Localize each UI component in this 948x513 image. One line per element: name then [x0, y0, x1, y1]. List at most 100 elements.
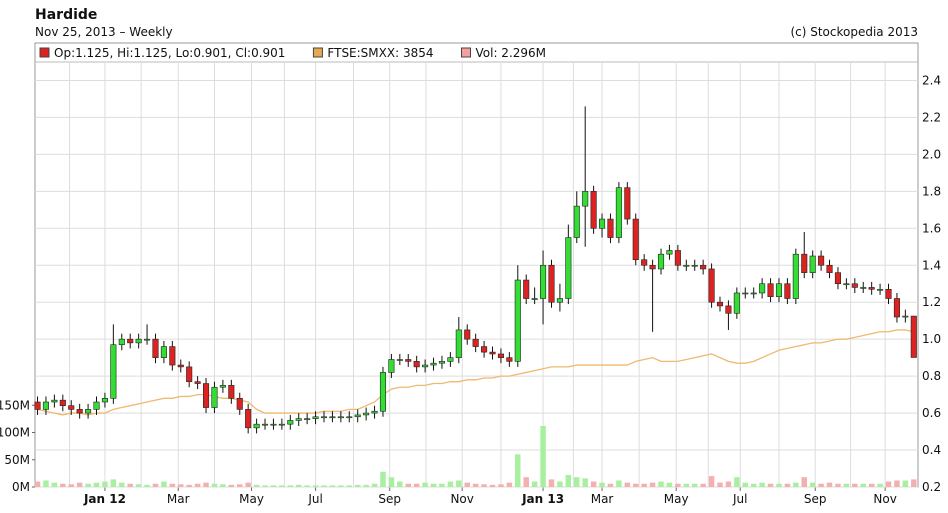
volume-bar: [371, 483, 378, 487]
candle-body: [742, 292, 749, 295]
volume-bar: [152, 483, 159, 487]
candle-body: [194, 381, 201, 384]
volume-tick-label: 100M: [0, 426, 30, 440]
candle-body: [573, 205, 580, 238]
candle-body: [177, 364, 184, 368]
legend-swatch: [461, 47, 471, 58]
candle-body: [422, 364, 429, 368]
volume-bar: [169, 483, 176, 487]
volume-bar: [354, 484, 361, 487]
volume-bar: [388, 477, 395, 487]
volume-bar: [776, 483, 782, 487]
candle-body: [885, 288, 892, 299]
volume-bar: [540, 425, 546, 487]
y-tick-label: 1.8: [922, 184, 941, 198]
x-tick-label: Nov: [873, 492, 896, 506]
volume-bar: [304, 485, 310, 487]
volume-bar: [363, 484, 369, 487]
volume-bar: [515, 454, 521, 487]
legend-label: Vol: 2.296M: [476, 46, 547, 60]
y-tick-label: 1.4: [922, 258, 941, 272]
volume-bar: [119, 482, 125, 487]
candle-body: [278, 423, 285, 426]
candle-body: [506, 357, 513, 362]
candle-body: [413, 361, 420, 368]
volume-bar: [405, 483, 411, 487]
legend-swatch: [39, 47, 50, 58]
candle-body: [253, 423, 260, 429]
candle-body: [801, 253, 808, 273]
volume-bar: [582, 478, 588, 487]
volume-bar: [194, 483, 201, 487]
candle-body: [691, 264, 698, 267]
volume-bar: [675, 483, 681, 487]
candle-body: [531, 298, 538, 300]
volume-bar: [649, 482, 656, 487]
candle-body: [624, 187, 631, 220]
candle-body: [759, 283, 766, 294]
candle-body: [523, 279, 530, 299]
volume-bar: [397, 481, 403, 487]
volume-bar: [708, 476, 715, 487]
x-tick-label: May: [239, 492, 264, 506]
candle-body: [169, 346, 176, 366]
source: (c) Stockopedia 2013: [790, 25, 918, 39]
candle-body: [228, 385, 235, 399]
volume-bar: [734, 477, 740, 487]
volume-bar: [245, 482, 251, 487]
volume-bar: [127, 483, 133, 487]
volume-bar: [691, 483, 698, 487]
candle-body: [59, 399, 66, 406]
volume-bar: [658, 481, 664, 487]
x-tick-label: Mar: [591, 492, 614, 506]
candle-body: [590, 191, 597, 229]
candle-body: [599, 218, 606, 229]
volume-bar: [548, 479, 555, 487]
candle-body: [127, 338, 134, 344]
volume-bar: [312, 485, 319, 487]
volume-bar: [76, 482, 83, 487]
volume-bar: [557, 481, 563, 487]
candle-body: [236, 398, 243, 410]
volume-tick-label: 0M: [12, 480, 30, 494]
candle-body: [203, 383, 210, 408]
candle-body: [540, 264, 547, 299]
volume-bar: [717, 482, 723, 487]
candle-body: [514, 279, 521, 362]
volume-bar: [885, 481, 892, 487]
candle-body: [320, 416, 328, 419]
legend-swatch: [312, 47, 323, 58]
candle-body: [101, 398, 108, 403]
candle-body: [270, 423, 277, 426]
volume-bar: [860, 483, 866, 487]
candle-body: [792, 253, 799, 299]
candle-body: [716, 301, 724, 307]
candle-body: [245, 409, 252, 429]
candle-body: [295, 418, 302, 421]
y-tick-label: 2.2: [922, 110, 941, 124]
candle-body: [388, 359, 395, 373]
volume-bar: [801, 477, 807, 487]
volume-bar: [135, 484, 142, 487]
volume-bar: [700, 483, 706, 487]
candle-body: [750, 292, 757, 295]
legend-label: Op:1.125, Hi:1.125, Lo:0.901, Cl:0.901: [54, 46, 285, 60]
volume-bar: [380, 471, 386, 487]
y-tick-label: 0.6: [922, 406, 941, 420]
volume-bar: [422, 482, 428, 487]
candle-body: [160, 346, 167, 358]
x-tick-label: Sep: [378, 492, 401, 506]
volume-bar: [178, 484, 184, 487]
volume-bar: [447, 481, 454, 487]
volume-bar: [725, 481, 732, 487]
volume-bar: [68, 484, 74, 487]
candle-body: [186, 366, 193, 382]
volume-bar: [793, 482, 799, 487]
volume-bar: [321, 485, 327, 487]
candle-body: [666, 250, 673, 255]
volume-bar: [279, 485, 285, 487]
candle-body: [396, 359, 403, 361]
candle-body: [767, 283, 774, 297]
y-tick-label: 2.4: [922, 73, 941, 87]
